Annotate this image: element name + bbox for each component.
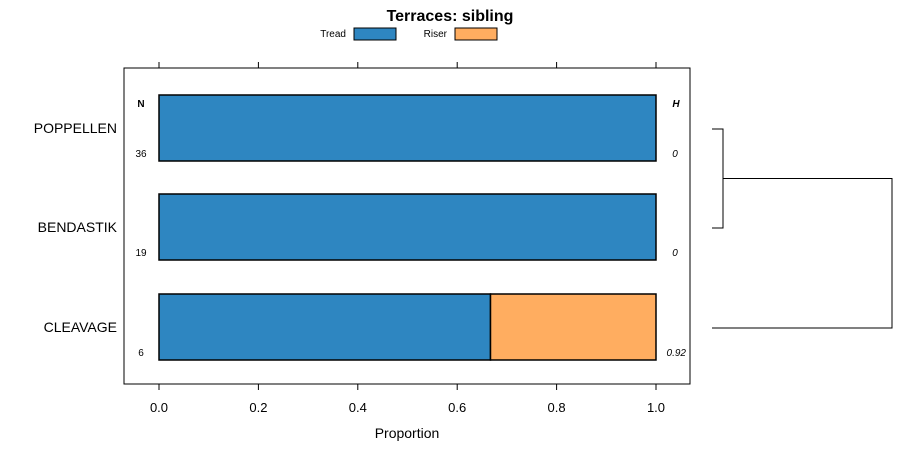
dendrogram-branch xyxy=(712,128,724,229)
bar-tread-bendastik xyxy=(158,193,657,261)
x-axis-ticks xyxy=(158,62,657,390)
bar-tread-poppellen xyxy=(158,94,657,162)
legend-swatch-tread xyxy=(353,27,397,41)
x-tick-label: 0.4 xyxy=(349,400,367,415)
x-tick-label: 1.0 xyxy=(647,400,665,415)
n-header: N xyxy=(137,99,144,110)
x-axis-title: Proportion xyxy=(375,425,440,441)
n-value: 36 xyxy=(135,149,147,160)
category-labels: POPPELLEN BENDASTIK CLEAVAGE xyxy=(34,120,118,335)
chart-title: Terraces: sibling xyxy=(387,8,514,25)
legend-label-tread: Tread xyxy=(320,29,346,40)
dendrogram xyxy=(712,128,893,329)
legend: Tread Riser xyxy=(320,27,498,41)
h-value: 0 xyxy=(672,248,678,259)
category-label: POPPELLEN xyxy=(34,120,117,136)
h-labels: 000.92 xyxy=(667,149,687,359)
x-tick-label: 0.8 xyxy=(548,400,566,415)
bar-tread-cleavage xyxy=(158,293,492,361)
h-header: H xyxy=(672,99,680,110)
n-value: 19 xyxy=(135,248,147,259)
category-label: CLEAVAGE xyxy=(44,319,117,335)
legend-swatch-riser xyxy=(454,27,498,41)
bar-riser-cleavage xyxy=(489,293,657,361)
x-tick-label: 0.2 xyxy=(249,400,267,415)
n-value: 6 xyxy=(138,348,144,359)
h-value: 0 xyxy=(672,149,678,160)
plot-frame xyxy=(123,67,691,385)
category-label: BENDASTIK xyxy=(38,219,118,235)
legend-label-riser: Riser xyxy=(424,29,448,40)
x-axis-tick-labels: 0.0 0.2 0.4 0.6 0.8 1.0 xyxy=(150,400,665,415)
x-tick-label: 0.6 xyxy=(448,400,466,415)
dendrogram-branch xyxy=(712,178,893,329)
n-labels: 36 19 6 xyxy=(135,149,147,359)
h-value: 0.92 xyxy=(667,348,687,359)
bars xyxy=(158,94,657,361)
x-tick-label: 0.0 xyxy=(150,400,168,415)
